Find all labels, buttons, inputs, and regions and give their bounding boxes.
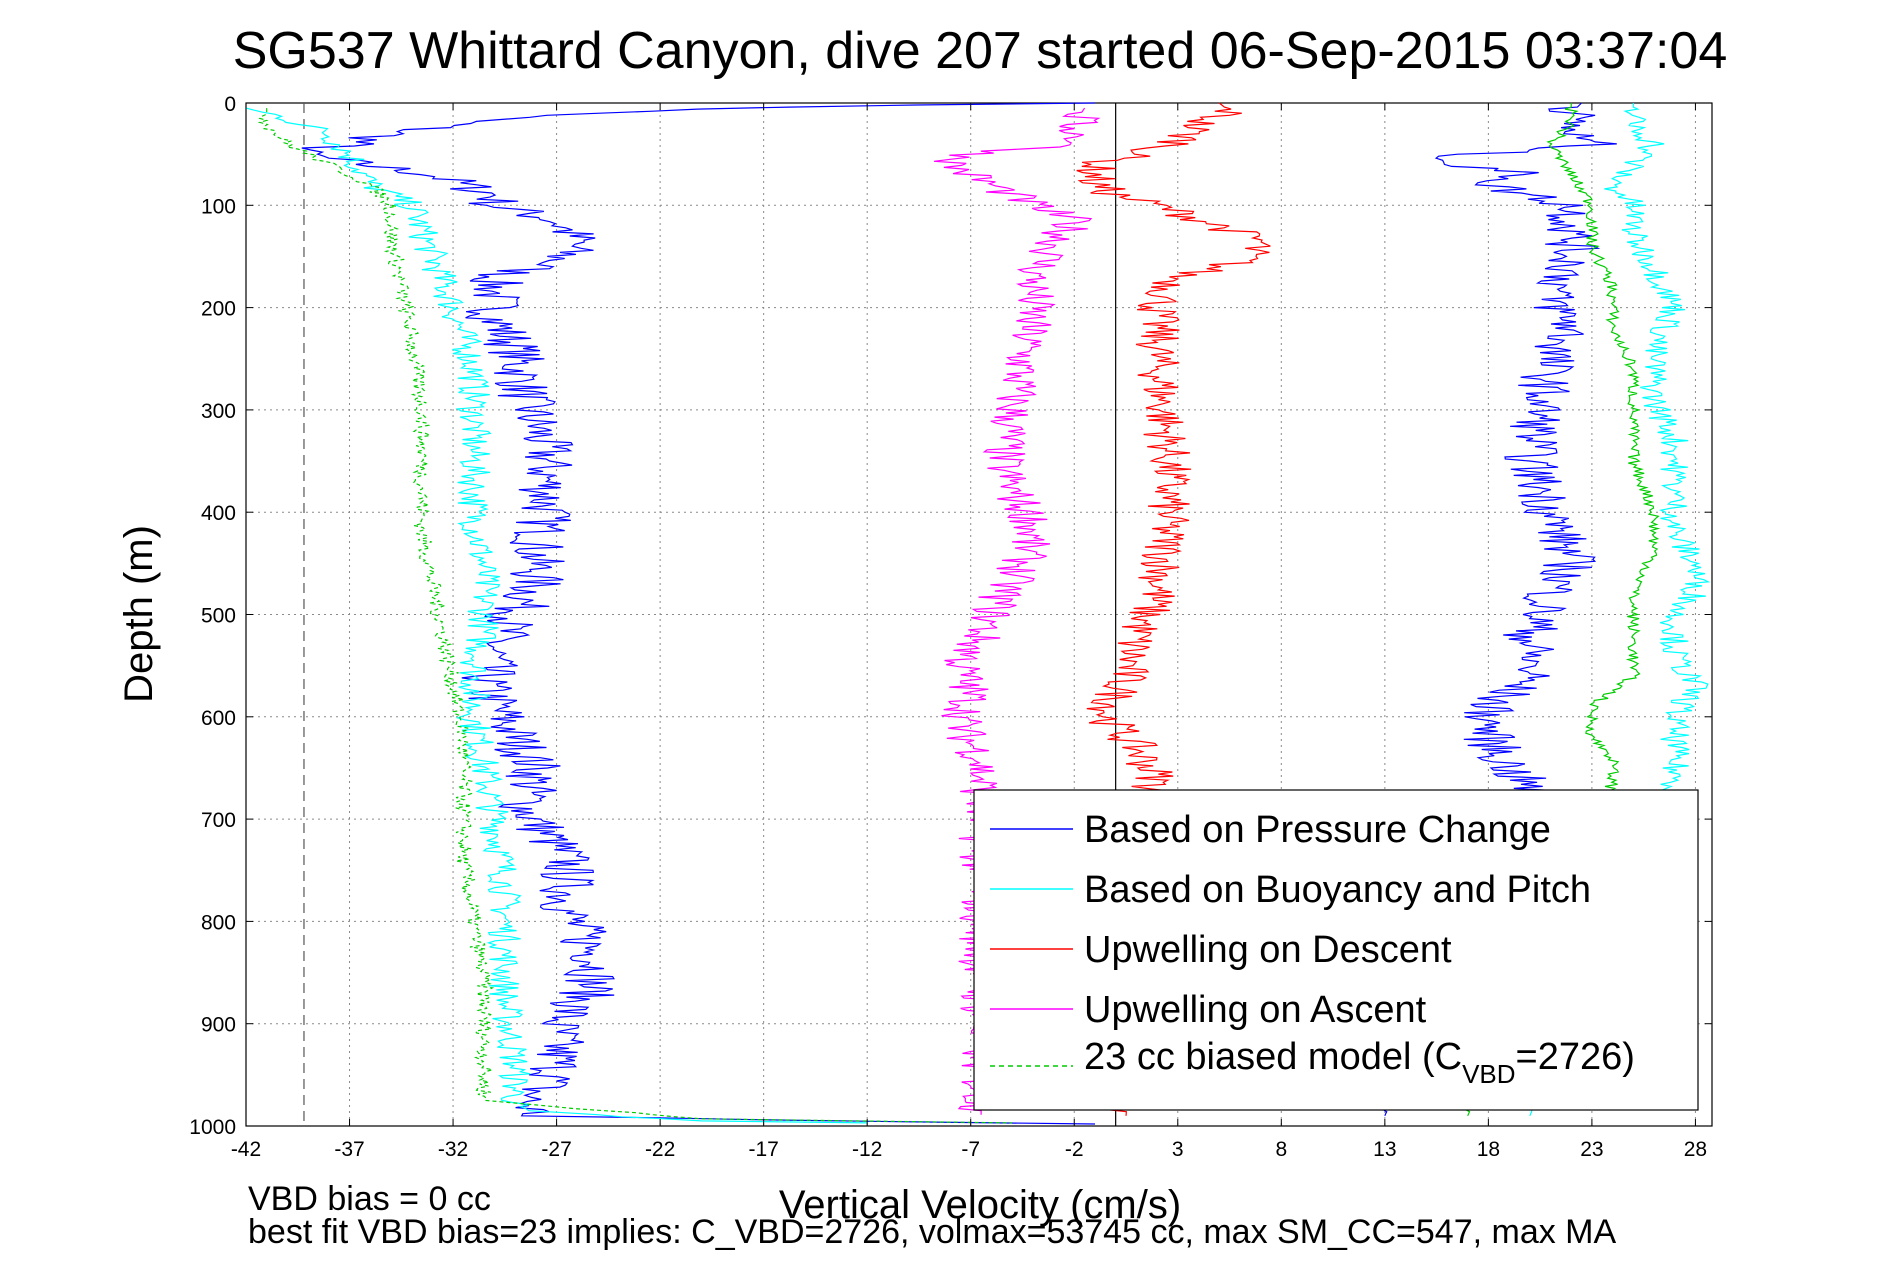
x-tick-label: 18 [1477,1138,1500,1161]
legend-label-ascent: Upwelling on Ascent [1084,989,1427,1031]
x-tick-label: -2 [1065,1138,1084,1161]
legend-label-buoyancy: Based on Buoyancy and Pitch [1084,869,1591,911]
x-axis-label: Vertical Velocity (cm/s) [779,1183,1181,1227]
x-tick-label: 28 [1684,1138,1707,1161]
x-tick-label: 13 [1373,1138,1396,1161]
y-axis-label: Depth (m) [117,525,161,703]
legend-label-model: 23 cc biased model (CVBD=2726) [1084,1036,1635,1089]
y-tick-label: 500 [201,605,236,628]
x-tick-label: -7 [961,1138,980,1161]
x-tick-label: -42 [231,1138,261,1161]
y-tick-label: 1000 [189,1116,236,1139]
y-tick-label: 600 [201,707,236,730]
x-tick-label: 3 [1172,1138,1184,1161]
x-tick-label: -22 [645,1138,675,1161]
x-tick-label: 8 [1275,1138,1287,1161]
y-tick-label: 0 [224,93,236,116]
x-tick-label: -12 [852,1138,882,1161]
legend-box [973,789,1699,1111]
x-tick-label: -17 [748,1138,778,1161]
footer-vbd-bias: VBD bias = 0 cc [248,1180,491,1218]
y-tick-label: 300 [201,400,236,423]
y-tick-label: 900 [201,1014,236,1037]
x-tick-label: 23 [1580,1138,1603,1161]
legend: Based on Pressure Change Based on Buoyan… [973,789,1699,1111]
series-based-on-pressure-change [301,102,1096,1125]
chart-title: SG537 Whittard Canyon, dive 207 started … [233,22,1728,80]
axis-ticks: -42 -37 -32 -27 -22 -17 -12 -7 -2 3 8 13 18 23 28 0 100 2… [189,93,1712,1161]
footer-best-fit: best fit VBD bias=23 implies: C_VBD=2726… [248,1213,1617,1251]
y-tick-label: 800 [201,911,236,934]
y-tick-label: 200 [201,298,236,321]
series-based-on-buoyancy-and-pitch [245,107,868,1124]
y-tick-label: 700 [201,809,236,832]
x-tick-label: -27 [541,1138,571,1161]
legend-label-descent: Upwelling on Descent [1084,929,1452,971]
y-tick-label: 400 [201,502,236,525]
y-tick-label: 100 [201,195,236,218]
series-23-cc-biased-model-c-vbd-2726 [257,108,1013,1124]
legend-label-pressure: Based on Pressure Change [1084,809,1551,851]
x-tick-label: -37 [334,1138,364,1161]
x-tick-label: -32 [438,1138,468,1161]
